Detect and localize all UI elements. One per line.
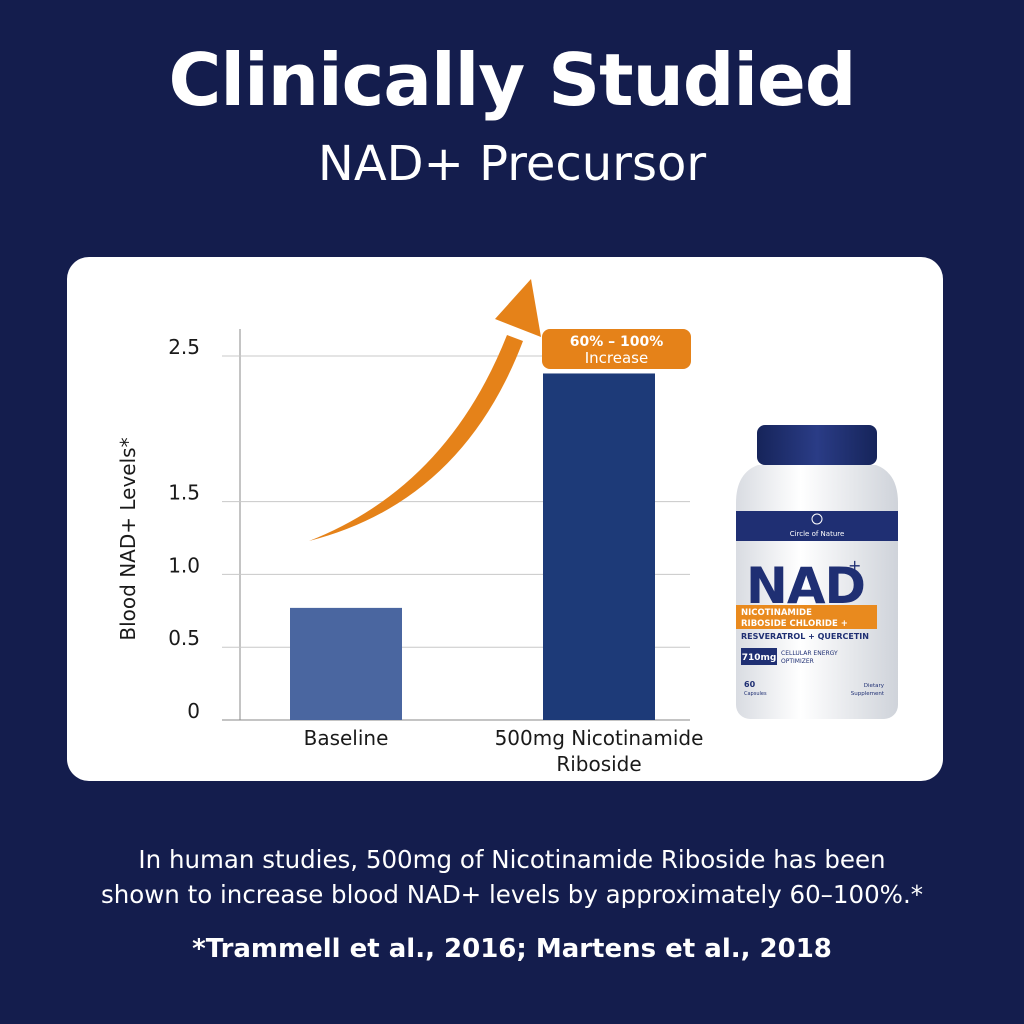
capsule-unit: Capsules [744, 691, 767, 697]
y-tick-label: 0 [187, 699, 200, 723]
arrow-head [495, 279, 541, 337]
x-tick-label: 500mg Nicotinamide [495, 726, 704, 750]
x-tick-label: Baseline [304, 726, 389, 750]
product-bottle: Circle of Nature NAD + NICOTINAMIDE RIBO… [734, 423, 900, 725]
increase-callout: 60% – 100% Increase [542, 329, 691, 369]
increase-callout-badge [542, 329, 691, 369]
product-dose: 710mg [742, 653, 777, 663]
chart-card: 0 0.5 1.0 1.5 2.5 Baseline 500mg Nicotinamide… [67, 257, 943, 781]
ingredient-line-2: RIBOSIDE CHLORIDE + [741, 619, 848, 629]
brand-logo-icon [811, 513, 823, 525]
product-name-superscript: + [848, 556, 861, 575]
bottle-shoulder [736, 465, 898, 511]
citation: *Trammell et al., 2016; Martens et al., … [192, 934, 832, 964]
product-tagline-2: OPTIMIZER [781, 658, 814, 665]
arrow-shaft [309, 335, 523, 541]
increase-arrow-icon [309, 279, 541, 541]
dose-badge [741, 648, 777, 665]
study-description-line-2: shown to increase blood NAD+ levels by a… [100, 880, 924, 909]
bar-baseline [290, 607, 402, 720]
product-type-1: Dietary [864, 683, 885, 689]
increase-callout-range: 60% – 100% [570, 334, 664, 350]
subheadline: NAD+ Precursor [317, 136, 707, 192]
capsule-count: 60 [744, 680, 756, 689]
product-type-2: Supplement [851, 691, 885, 697]
ingredient-line-3: RESVERATROL + QUERCETIN [741, 632, 869, 641]
y-tick-label: 2.5 [168, 335, 200, 359]
bottle-cap [757, 425, 877, 465]
y-axis-label: Blood NAD+ Levels* [116, 437, 140, 640]
y-tick-label: 0.5 [168, 626, 200, 650]
bar-nicotinamide-riboside [543, 373, 655, 720]
ingredient-highlight [736, 605, 877, 629]
bottle-label-band [736, 511, 898, 541]
bar-chart: 0 0.5 1.0 1.5 2.5 Baseline 500mg Nicotinamide… [116, 279, 704, 776]
product-brand: Circle of Nature [790, 530, 845, 538]
study-description-line-1: In human studies, 500mg of Nicotinamide … [138, 845, 886, 874]
product-tagline-1: CELLULAR ENERGY [781, 650, 838, 657]
ingredient-line-1: NICOTINAMIDE [741, 608, 812, 618]
study-description: In human studies, 500mg of Nicotinamide … [0, 842, 1024, 912]
y-tick-label: 1.0 [168, 553, 200, 577]
y-tick-label: 1.5 [168, 481, 200, 505]
headline: Clinically Studied [168, 38, 857, 122]
y-tick-labels: 0 0.5 1.0 1.5 2.5 [168, 335, 200, 723]
increase-callout-label: Increase [585, 349, 648, 367]
bars [290, 373, 655, 720]
x-tick-label: Riboside [556, 752, 641, 776]
